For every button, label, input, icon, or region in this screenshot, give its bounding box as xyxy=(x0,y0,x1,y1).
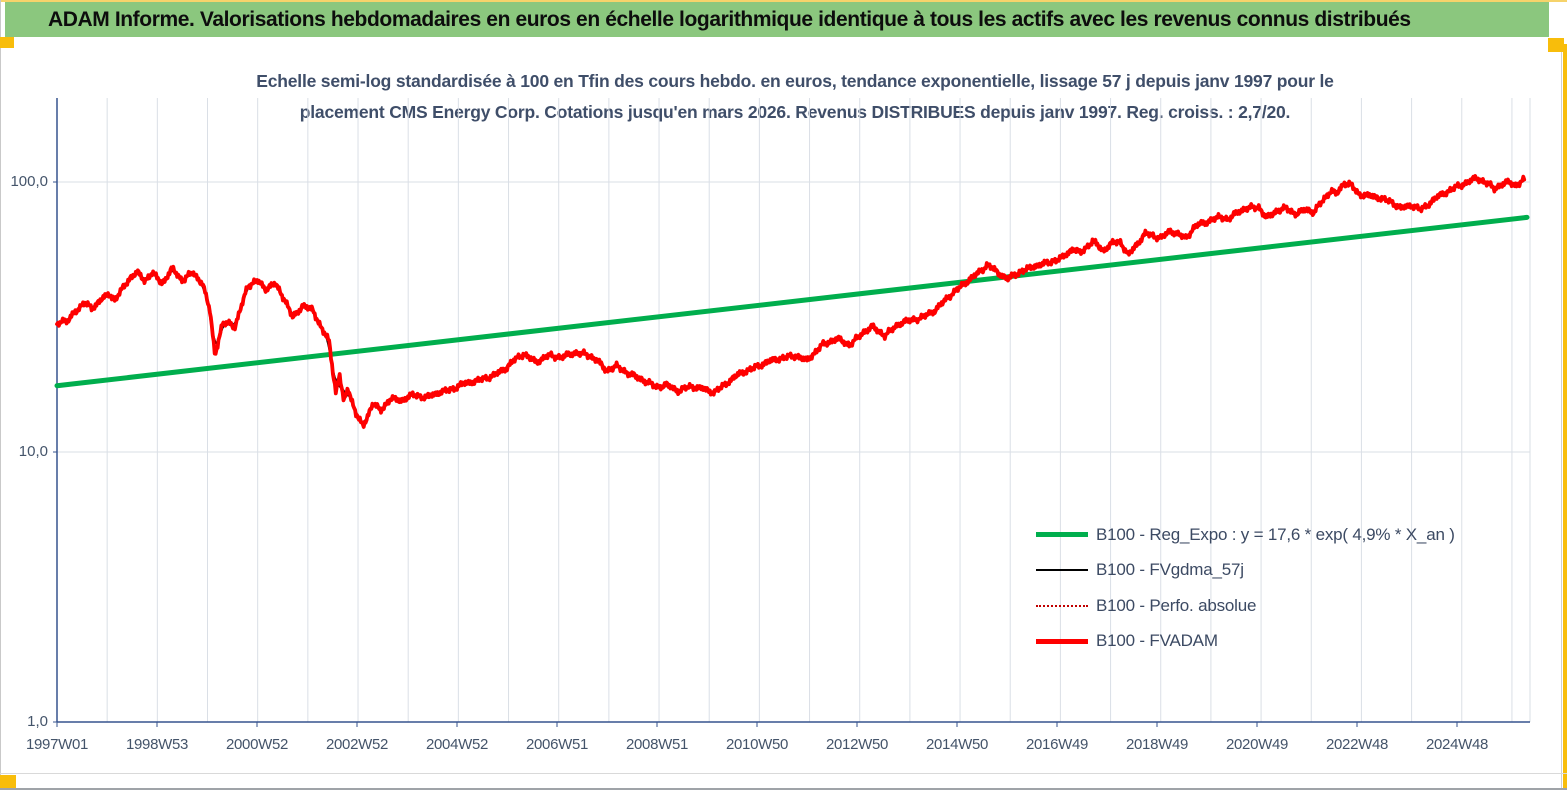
y-axis-label: 10,0 xyxy=(18,443,48,460)
chart-title-line1: Echelle semi-log standardisée à 100 en T… xyxy=(256,71,1334,91)
x-axis-label: 2006W51 xyxy=(525,736,589,753)
legend-item-label: B100 - Perfo. absolue xyxy=(1096,595,1257,615)
legend-item-fvadam[interactable]: B100 - FVADAM xyxy=(1036,624,1455,660)
selection-handle-icon[interactable] xyxy=(0,37,14,48)
x-axis-label: 2010W50 xyxy=(725,736,789,753)
x-axis-label: 2012W50 xyxy=(825,736,889,753)
report-title: ADAM Informe. Valorisations hebdomadaire… xyxy=(48,7,1411,31)
x-axis-label: 2022W48 xyxy=(1325,736,1389,753)
x-axis-label: 2024W48 xyxy=(1425,736,1489,753)
x-axis-label: 2020W49 xyxy=(1225,736,1289,753)
x-axis-label: 2000W52 xyxy=(225,736,289,753)
sheet-right-border xyxy=(1561,38,1562,790)
x-axis-label: 1998W53 xyxy=(125,736,189,753)
sheet-bottom-border xyxy=(0,788,1567,790)
y-axis-label: 1,0 xyxy=(27,713,48,730)
x-axis-label: 2014W50 xyxy=(925,736,989,753)
sheet-top-border xyxy=(0,0,1567,2)
legend-swatch-perfo_absolue-icon xyxy=(1036,604,1088,607)
chart-legend: B100 - Reg_Expo : y = 17,6 * exp( 4,9% *… xyxy=(1036,517,1455,659)
legend-item-label: B100 - FVADAM xyxy=(1096,631,1218,651)
legend-item-label: B100 - FVgdma_57j xyxy=(1096,560,1244,580)
y-axis-label: 100,0 xyxy=(10,173,48,190)
x-axis-label: 1997W01 xyxy=(25,736,89,753)
legend-swatch-fvadam-icon xyxy=(1036,638,1088,644)
selection-handle-icon[interactable] xyxy=(0,775,16,788)
legend-swatch-fvgdma_57j-icon xyxy=(1036,569,1088,572)
sheet-left-border xyxy=(0,0,1,790)
legend-item-fvgdma_57j[interactable]: B100 - FVgdma_57j xyxy=(1036,553,1455,589)
sheet-right-gold-border xyxy=(1563,44,1567,790)
x-axis-label: 2002W52 xyxy=(325,736,389,753)
legend-item-label: B100 - Reg_Expo : y = 17,6 * exp( 4,9% *… xyxy=(1096,524,1455,544)
x-axis-label: 2004W52 xyxy=(425,736,489,753)
selection-handle-icon[interactable] xyxy=(1548,38,1564,52)
legend-item-reg_expo[interactable]: B100 - Reg_Expo : y = 17,6 * exp( 4,9% *… xyxy=(1036,517,1455,553)
report-header: ADAM Informe. Valorisations hebdomadaire… xyxy=(5,2,1549,37)
series-fvadam[interactable] xyxy=(55,174,1527,429)
sheet-row-line xyxy=(0,773,1567,774)
legend-swatch-reg_expo-icon xyxy=(1036,532,1088,538)
series-reg-expo[interactable] xyxy=(54,214,1530,389)
x-axis-label: 2016W49 xyxy=(1025,736,1089,753)
legend-item-perfo_absolue[interactable]: B100 - Perfo. absolue xyxy=(1036,588,1455,624)
chart-title: Echelle semi-log standardisée à 100 en T… xyxy=(225,66,1365,128)
x-axis-label: 2018W49 xyxy=(1125,736,1189,753)
x-axis-label: 2008W51 xyxy=(625,736,689,753)
chart-title-line2: placement CMS Energy Corp. Cotations jus… xyxy=(299,102,1291,122)
